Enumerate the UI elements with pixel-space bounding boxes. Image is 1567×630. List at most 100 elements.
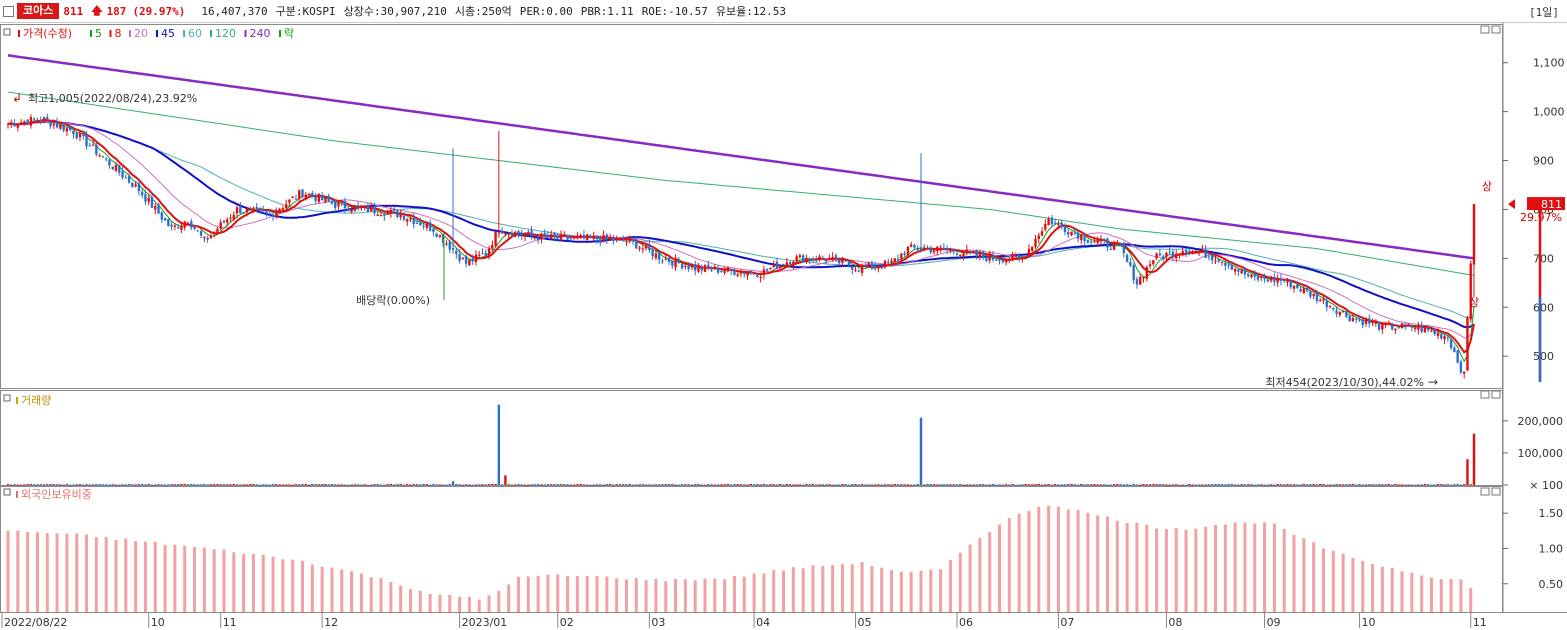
volume-bar (1224, 484, 1227, 486)
price-panel-toggle-icon[interactable] (3, 28, 11, 36)
volume-bar (566, 484, 569, 486)
candle (671, 260, 674, 266)
volume-bar (1142, 483, 1145, 485)
candle (258, 207, 262, 210)
ma120-line (7, 91, 1475, 276)
candle (199, 231, 203, 236)
price-change-pct: (29.97%) (132, 4, 186, 18)
candle (317, 194, 321, 202)
legend-ma45: 45 (161, 27, 175, 40)
per-value: PER:0.00 (519, 4, 573, 18)
volume-bar (239, 484, 242, 486)
panel-close-icon[interactable] (1491, 390, 1501, 399)
candle (602, 235, 605, 242)
volume-bar (376, 483, 379, 485)
panel-toggle-icon[interactable] (3, 5, 14, 17)
candle (284, 204, 288, 209)
legend-price: 가격(수정) (23, 27, 72, 40)
current-price: 811 (63, 4, 84, 18)
candle (190, 221, 193, 228)
volume-bar (1309, 484, 1312, 486)
volume-bar (1390, 484, 1394, 486)
volume-bar (641, 483, 645, 485)
candle (147, 197, 150, 202)
candle (1132, 265, 1135, 281)
candle (1161, 256, 1165, 259)
candle (455, 250, 458, 254)
foreign-bar (556, 574, 560, 612)
candle (952, 249, 955, 252)
candle (909, 244, 913, 247)
panel-close-icon[interactable] (1491, 25, 1501, 34)
candle (684, 266, 687, 268)
candle (1361, 319, 1364, 326)
candle (478, 254, 481, 256)
foreign-bar (310, 564, 314, 612)
volume-bar (1446, 484, 1450, 486)
candle (1184, 249, 1188, 253)
volume-bar (883, 484, 887, 486)
candle (1129, 261, 1132, 266)
volume-bar (945, 484, 949, 486)
volume-bar (62, 484, 65, 486)
candle (150, 197, 154, 208)
volume-bar (301, 484, 304, 486)
volume-bar (635, 484, 638, 486)
candle (451, 247, 455, 250)
candle (877, 266, 880, 268)
volume-bar (1112, 484, 1116, 486)
candle (415, 222, 419, 224)
volume-bar (576, 484, 579, 486)
candle (1145, 266, 1148, 279)
foreign-bar (1115, 520, 1119, 612)
foreign-bar (1351, 557, 1355, 612)
volume-bar (383, 484, 386, 486)
volume-bar (1256, 484, 1260, 486)
candle (929, 248, 932, 253)
low-marker-icon: → (1428, 375, 1438, 389)
foreign-bar (1174, 528, 1178, 612)
volume-bar (337, 484, 340, 486)
volume-bar (347, 484, 350, 486)
period-selector[interactable]: [1일] (1529, 6, 1559, 19)
candle (638, 247, 641, 249)
candle (648, 244, 651, 251)
candle (795, 256, 798, 261)
stock-name[interactable]: 코아스 (17, 3, 60, 19)
foreign-bar (114, 539, 118, 612)
panel-minimize-icon[interactable] (1480, 25, 1490, 34)
foreign-bar (1263, 522, 1267, 612)
volume-bar (693, 483, 697, 485)
volume-bar (1125, 484, 1129, 486)
panel-minimize-icon[interactable] (1480, 390, 1490, 399)
volume-bar (278, 484, 281, 486)
candle (798, 255, 802, 258)
candle (831, 256, 834, 261)
candle (690, 265, 694, 268)
candle (412, 217, 415, 225)
volume-bar (255, 484, 258, 486)
foreign-bar (85, 534, 89, 612)
foreign-bar (281, 559, 285, 612)
volume-bar (1004, 484, 1008, 486)
candle (104, 158, 108, 160)
volume-bar (1129, 484, 1132, 486)
volume-bar (1152, 484, 1155, 486)
foreign-panel-toggle-icon[interactable] (3, 488, 11, 496)
volume-bar (959, 483, 962, 485)
stock-chart[interactable]: 1,1001,000900800700600500↲최고1,005(2022/0… (0, 22, 1567, 630)
volume-bar (762, 484, 766, 486)
foreign-bar (1331, 550, 1335, 612)
foreign-bar (605, 576, 609, 612)
volume-bar (1426, 484, 1430, 486)
panel-minimize-icon[interactable] (1480, 487, 1490, 496)
panel-close-icon[interactable] (1491, 487, 1501, 496)
volume-bar (442, 484, 445, 486)
volume-bar (389, 483, 393, 485)
legend-ma5: 5 (95, 27, 102, 40)
foreign-bar (183, 545, 187, 612)
candle (268, 213, 271, 215)
volume-panel-toggle-icon[interactable] (3, 394, 11, 402)
date-label: 10 (151, 616, 165, 629)
foreign-bar (320, 566, 324, 612)
